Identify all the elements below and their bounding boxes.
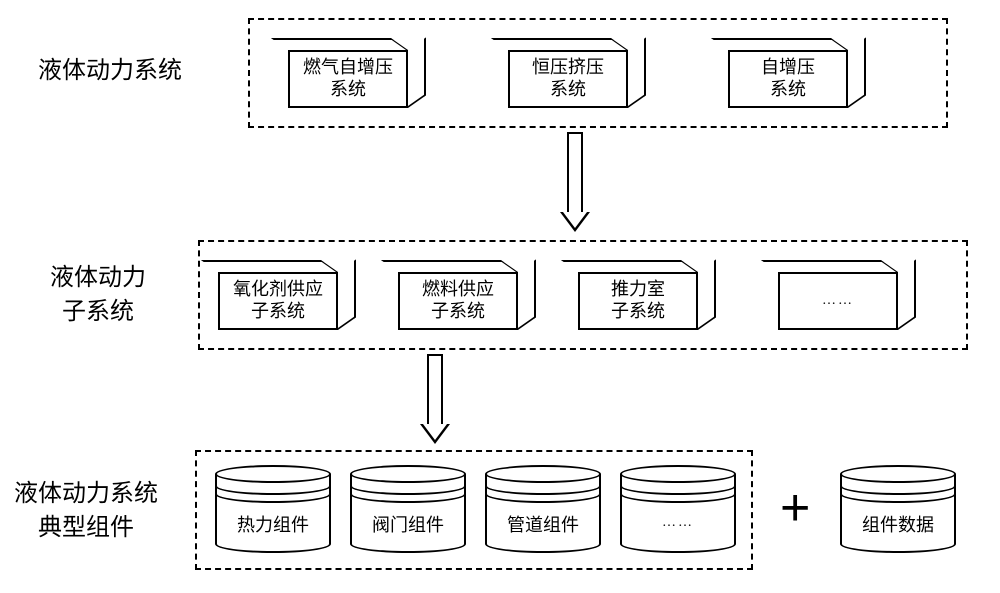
tier3-cyl-0: 热力组件 <box>215 465 331 553</box>
tier2-box-3-text: …… <box>778 272 898 330</box>
tier1-box-2-text: 自增压 系统 <box>728 50 848 108</box>
tier2-box-0-text: 氧化剂供应 子系统 <box>218 272 338 330</box>
tier1-box-0-text: 燃气自增压 系统 <box>288 50 408 108</box>
tier2-box-1: 燃料供应 子系统 <box>398 260 538 330</box>
tier3-cyl-2: 管道组件 <box>485 465 601 553</box>
tier3-cyl-3-dots: …… <box>620 515 736 531</box>
tier2-label: 液体动力 子系统 <box>50 262 146 329</box>
tier3-label: 液体动力系统 典型组件 <box>14 478 158 545</box>
tier2-box-2: 推力室 子系统 <box>578 260 718 330</box>
extra-cyl: 组件数据 <box>840 465 956 553</box>
tier2-box-1-text: 燃料供应 子系统 <box>398 272 518 330</box>
tier1-box-2: 自增压 系统 <box>728 38 868 108</box>
tier3-cyl-3: …… <box>620 465 736 553</box>
plus-sign: + <box>780 478 810 538</box>
tier1-label: 液体动力系统 <box>38 55 182 89</box>
tier2-box-0: 氧化剂供应 子系统 <box>218 260 358 330</box>
tier3-cyl-2-label: 管道组件 <box>485 511 601 537</box>
tier3-cyl-0-label: 热力组件 <box>215 511 331 537</box>
tier1-box-1-text: 恒压挤压 系统 <box>508 50 628 108</box>
tier2-box-2-text: 推力室 子系统 <box>578 272 698 330</box>
extra-cyl-label: 组件数据 <box>840 511 956 537</box>
tier3-cyl-1: 阀门组件 <box>350 465 466 553</box>
tier3-cyl-1-label: 阀门组件 <box>350 511 466 537</box>
tier1-box-1: 恒压挤压 系统 <box>508 38 648 108</box>
tier1-box-0: 燃气自增压 系统 <box>288 38 428 108</box>
tier2-box-3: …… <box>778 260 918 330</box>
